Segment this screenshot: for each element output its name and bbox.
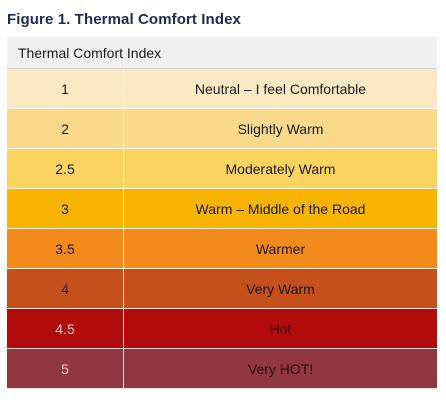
row-index: 4.5: [7, 309, 124, 348]
thermal-comfort-table: Thermal Comfort Index 1 Neutral – I feel…: [7, 37, 437, 389]
row-index: 2.5: [7, 149, 124, 188]
row-index: 4: [7, 269, 124, 308]
table-header-label: Thermal Comfort Index: [18, 44, 162, 61]
row-label: Very Warm: [246, 280, 315, 297]
row-index: 5: [7, 349, 124, 388]
table-header: Thermal Comfort Index: [7, 37, 437, 69]
row-index: 2: [7, 109, 124, 148]
row-label: Hot: [269, 320, 292, 337]
table-row: 2 Slightly Warm: [7, 109, 437, 149]
table-row: 4.5 Hot: [7, 309, 437, 349]
row-label: Neutral – I feel Comfortable: [194, 80, 367, 97]
table-row: 2.5 Moderately Warm: [7, 149, 437, 189]
row-index: 3: [7, 189, 124, 228]
row-label: Warm – Middle of the Road: [195, 200, 366, 217]
row-label: Slightly Warm: [237, 120, 324, 137]
row-index: 3.5: [7, 229, 124, 268]
table-row: 1 Neutral – I feel Comfortable: [7, 69, 437, 109]
row-label: Warmer: [255, 240, 306, 257]
row-label: Very HOT!: [247, 360, 314, 377]
row-label: Moderately Warm: [225, 160, 336, 177]
figure-title: Figure 1. Thermal Comfort Index: [7, 11, 241, 28]
table-row: 4 Very Warm: [7, 269, 437, 309]
table-row: 3 Warm – Middle of the Road: [7, 189, 437, 229]
row-index: 1: [7, 69, 124, 108]
table-row: 3.5 Warmer: [7, 229, 437, 269]
table-row: 5 Very HOT!: [7, 349, 437, 389]
